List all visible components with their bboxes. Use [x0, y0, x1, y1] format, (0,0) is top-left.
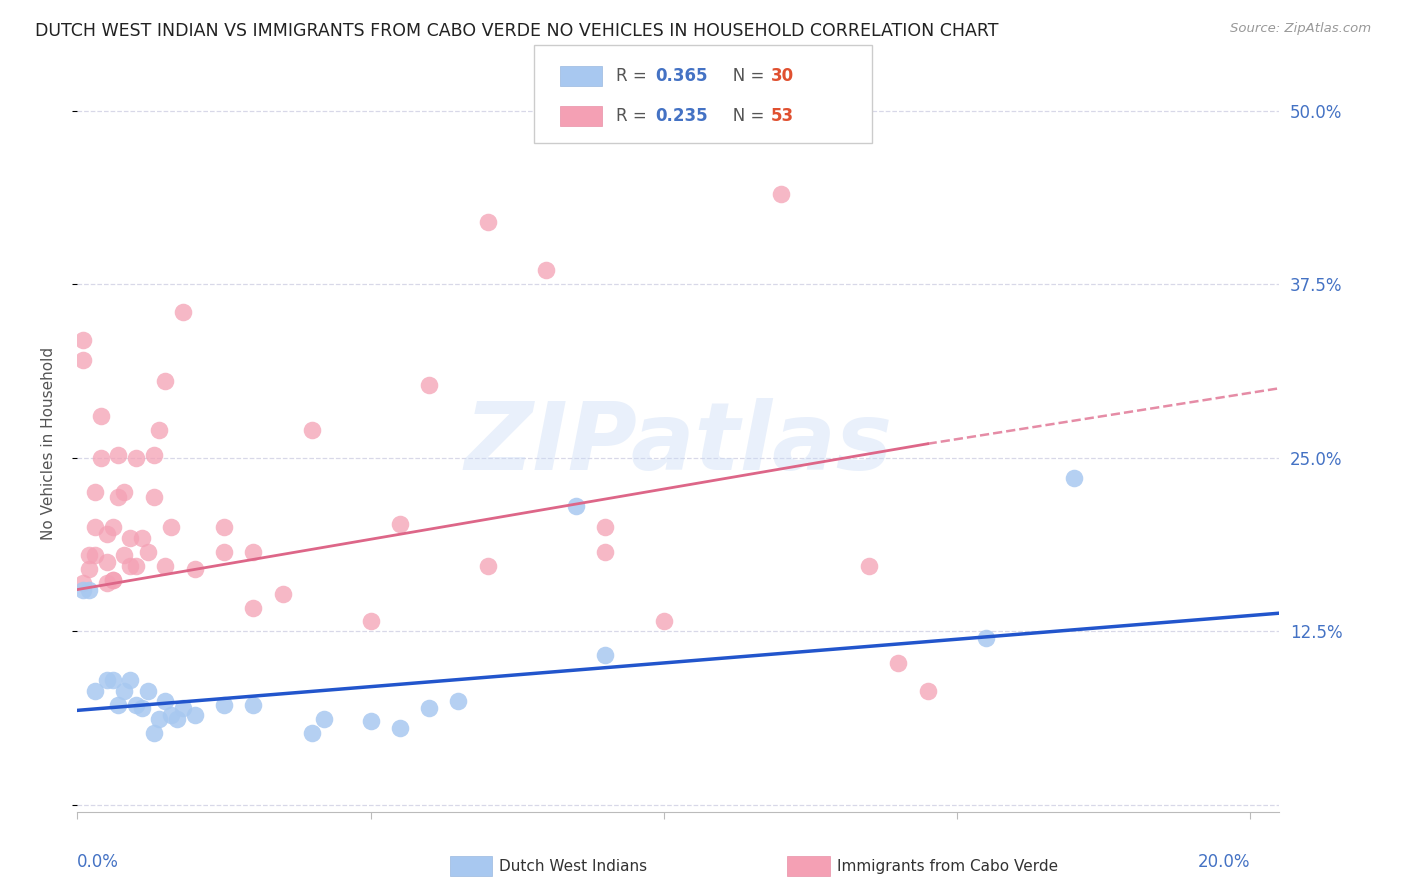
Point [858, 558, 880, 573]
Text: R =: R = [616, 107, 652, 125]
Point [172, 305, 194, 319]
Point [536, 263, 558, 277]
Text: 0.235: 0.235 [655, 107, 707, 125]
Point [96, 527, 118, 541]
Point [136, 545, 159, 559]
Point [769, 186, 792, 201]
Point [125, 698, 148, 712]
Point [101, 673, 124, 687]
Point [72, 582, 94, 597]
Point [112, 548, 135, 562]
Point [84, 548, 107, 562]
Point [101, 520, 124, 534]
Text: 53: 53 [770, 107, 793, 125]
Point [593, 545, 616, 559]
Point [271, 587, 294, 601]
Point [565, 500, 588, 514]
Point [183, 707, 205, 722]
Point [1063, 471, 1085, 485]
Point [72, 333, 94, 347]
Point [388, 722, 411, 736]
Point [107, 490, 129, 504]
Point [183, 562, 205, 576]
Point [107, 448, 129, 462]
Point [77, 562, 100, 576]
Point [84, 684, 107, 698]
Point [418, 378, 440, 392]
Point [72, 353, 94, 368]
Point [974, 631, 997, 645]
Point [120, 558, 142, 573]
Point [136, 684, 159, 698]
Point [242, 545, 264, 559]
Text: N =: N = [717, 107, 769, 125]
Point [96, 673, 118, 687]
Point [90, 409, 112, 423]
Text: R =: R = [616, 67, 652, 85]
Text: Source: ZipAtlas.com: Source: ZipAtlas.com [1230, 22, 1371, 36]
Text: DUTCH WEST INDIAN VS IMMIGRANTS FROM CABO VERDE NO VEHICLES IN HOUSEHOLD CORRELA: DUTCH WEST INDIAN VS IMMIGRANTS FROM CAB… [35, 22, 998, 40]
Point [593, 648, 616, 662]
Point [360, 714, 382, 729]
Point [301, 423, 323, 437]
Point [72, 575, 94, 590]
Text: 0.365: 0.365 [655, 67, 707, 85]
Text: 20.0%: 20.0% [1198, 854, 1250, 871]
Point [84, 520, 107, 534]
Point [166, 712, 188, 726]
Point [388, 517, 411, 532]
Point [917, 684, 939, 698]
Point [125, 558, 148, 573]
Point [77, 548, 100, 562]
Point [160, 520, 183, 534]
Point [155, 374, 177, 388]
Text: Immigrants from Cabo Verde: Immigrants from Cabo Verde [837, 859, 1057, 873]
Point [142, 725, 165, 739]
Point [242, 600, 264, 615]
Point [887, 656, 910, 670]
Point [301, 725, 323, 739]
Point [477, 558, 499, 573]
Point [418, 700, 440, 714]
Point [84, 485, 107, 500]
Point [101, 573, 124, 587]
Text: N =: N = [717, 67, 769, 85]
Point [131, 531, 153, 545]
Point [212, 520, 235, 534]
Point [212, 698, 235, 712]
Point [593, 520, 616, 534]
Point [131, 700, 153, 714]
Point [125, 450, 148, 465]
Text: 0.0%: 0.0% [77, 854, 120, 871]
Point [142, 490, 165, 504]
Point [242, 698, 264, 712]
Point [148, 423, 170, 437]
Point [107, 698, 129, 712]
Point [112, 485, 135, 500]
Point [477, 214, 499, 228]
Point [160, 707, 183, 722]
Text: ZIPatlas: ZIPatlas [464, 398, 893, 490]
Point [155, 693, 177, 707]
Point [142, 448, 165, 462]
Point [652, 615, 675, 629]
Point [155, 558, 177, 573]
Point [172, 700, 194, 714]
Point [96, 555, 118, 569]
Point [312, 712, 335, 726]
Point [447, 693, 470, 707]
Point [360, 615, 382, 629]
Point [112, 684, 135, 698]
Point [96, 575, 118, 590]
Text: 30: 30 [770, 67, 793, 85]
Point [77, 582, 100, 597]
Text: Dutch West Indians: Dutch West Indians [499, 859, 647, 873]
Point [212, 545, 235, 559]
Y-axis label: No Vehicles in Household: No Vehicles in Household [42, 347, 56, 541]
Point [120, 673, 142, 687]
Point [148, 712, 170, 726]
Point [90, 450, 112, 465]
Point [101, 573, 124, 587]
Point [120, 531, 142, 545]
